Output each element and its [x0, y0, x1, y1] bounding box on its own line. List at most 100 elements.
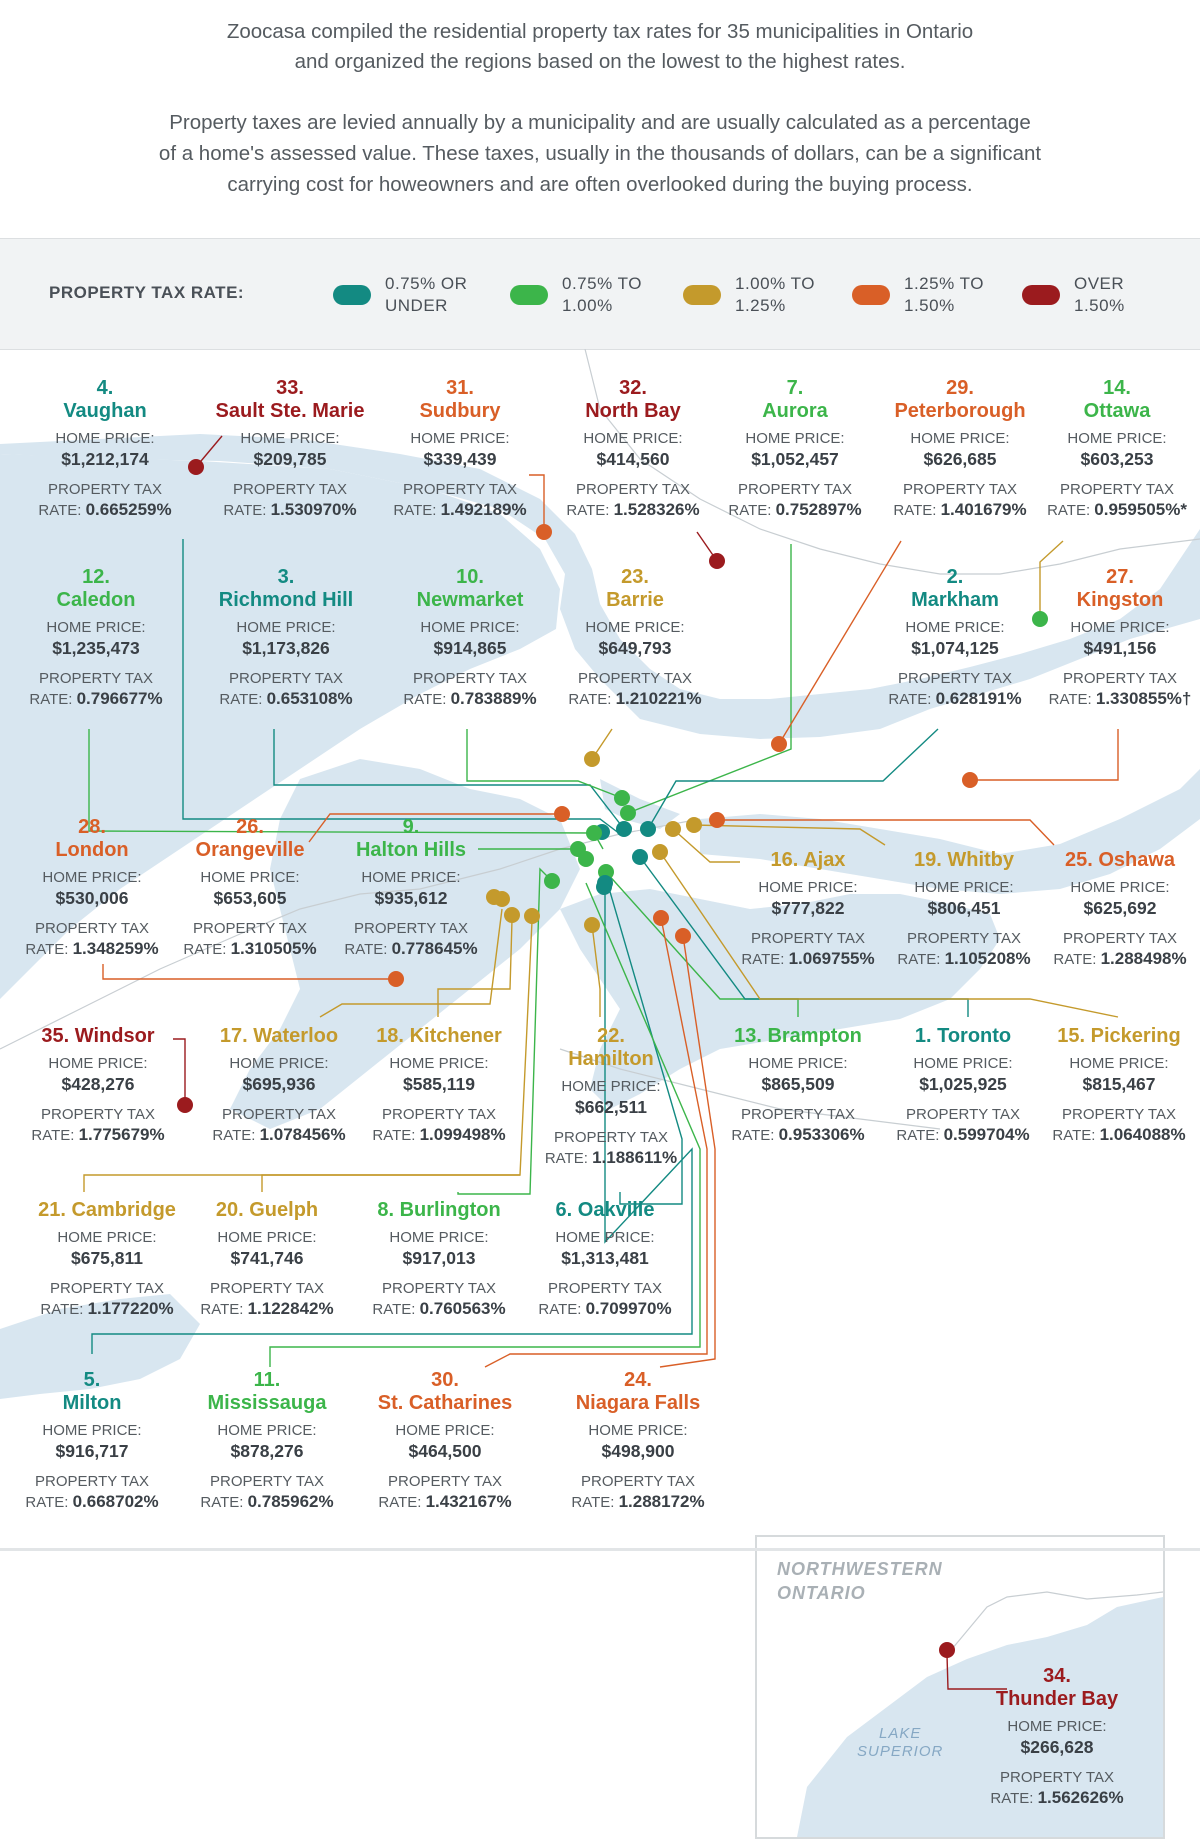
property-tax-label: PROPERTY TAX: [751, 930, 865, 947]
city-marker: [578, 851, 594, 867]
property-tax-label: PROPERTY TAX: [1063, 930, 1177, 947]
city-rank: 31.: [446, 377, 474, 399]
city-name: Cambridge: [71, 1199, 176, 1221]
city-marker: [388, 971, 404, 987]
city-marker: [709, 812, 725, 828]
city-marker: [616, 821, 632, 837]
home-price-value: $865,509: [761, 1074, 835, 1094]
legend-swatch: [333, 285, 371, 305]
property-tax-label: PROPERTY TAX: [576, 481, 690, 498]
home-price-label: HOME PRICE:: [748, 1055, 848, 1072]
city-marker: [675, 928, 691, 944]
property-tax-label: PROPERTY TAX: [906, 1106, 1020, 1123]
city-name: Windsor: [74, 1025, 155, 1047]
city-card-sudbury: 31. Sudbury HOME PRICE: $339,439 PROPERTY TA…: [375, 377, 545, 521]
home-price-value: $1,212,174: [61, 449, 149, 469]
property-tax-label: PROPERTY TAX: [738, 481, 852, 498]
home-price-value: $428,276: [61, 1074, 135, 1094]
city-name: Burlington: [399, 1199, 501, 1221]
home-price-value: $603,253: [1080, 449, 1154, 469]
city-card-newmarket: 10. Newmarket HOME PRICE: $914,865 PROPERTY …: [385, 566, 555, 710]
home-price-label: HOME PRICE:: [914, 879, 1014, 896]
city-rank: 10.: [456, 566, 484, 588]
rate-label: RATE:: [372, 1127, 420, 1144]
legend-swatch: [510, 285, 548, 305]
property-tax-label: PROPERTY TAX: [193, 920, 307, 937]
city-name: North Bay: [585, 400, 681, 422]
property-tax-label: PROPERTY TAX: [581, 1473, 695, 1490]
rate-value: 1.078456%: [259, 1125, 346, 1144]
property-tax-label: PROPERTY TAX: [907, 930, 1021, 947]
intro-line: and organized the regions based on the l…: [294, 50, 906, 73]
rate-value: 1.122842%: [247, 1299, 334, 1318]
city-name: Niagara Falls: [575, 1392, 701, 1414]
city-name: London: [55, 839, 129, 861]
home-price-label: HOME PRICE:: [229, 1055, 329, 1072]
home-price-label: HOME PRICE:: [1070, 879, 1170, 896]
home-price-label: HOME PRICE:: [1070, 619, 1170, 636]
city-marker: [614, 790, 630, 806]
city-marker: [652, 844, 668, 860]
city-card-kitchener: 18. Kitchener HOME PRICE: $585,119 PROPERTY…: [354, 1025, 524, 1146]
city-marker: [640, 821, 656, 837]
city-card-oakville: 6. Oakville HOME PRICE: $1,313,481 PROPERTY…: [520, 1199, 690, 1320]
city-rank: 3.: [277, 566, 295, 588]
city-rank: 22.: [597, 1025, 625, 1047]
rate-value: 0.959505%*: [1094, 500, 1187, 519]
city-card-guelph: 20. Guelph HOME PRICE: $741,746 PROPERTY TA…: [182, 1199, 352, 1320]
home-price-value: $209,785: [253, 449, 327, 469]
rate-label: RATE:: [731, 1127, 779, 1144]
home-price-label: HOME PRICE:: [240, 430, 340, 447]
property-tax-label: PROPERTY TAX: [903, 481, 1017, 498]
property-tax-label: PROPERTY TAX: [35, 920, 149, 937]
city-name: Whitby: [947, 849, 1015, 871]
city-name: Toronto: [937, 1025, 1012, 1047]
city-marker: [584, 917, 600, 933]
city-marker: [686, 817, 702, 833]
home-price-value: $1,074,125: [911, 638, 999, 658]
home-price-value: $530,006: [55, 888, 129, 908]
home-price-value: $1,025,925: [919, 1074, 1007, 1094]
intro-line: of a home's assessed value. These taxes,…: [158, 142, 1042, 165]
city-card-whitby: 19. Whitby HOME PRICE: $806,451 PROPERTY TA…: [879, 849, 1049, 970]
city-rank: 32.: [619, 377, 647, 399]
city-rank: 2.: [946, 566, 964, 588]
home-price-value: $1,235,473: [52, 638, 140, 658]
property-tax-label: PROPERTY TAX: [382, 1280, 496, 1297]
home-price-value: $675,811: [70, 1248, 144, 1268]
city-rank: 34.: [1043, 1665, 1071, 1687]
rate-label: RATE:: [378, 1494, 426, 1511]
legend-label: OVER 1.50%: [1074, 274, 1125, 315]
city-card-hamilton: 22. Hamilton HOME PRICE: $662,511 PROPERTY T…: [526, 1025, 696, 1169]
city-name: Hamilton: [568, 1048, 654, 1070]
rate-value: 1.528326%: [613, 500, 700, 519]
legend-label: 1.00% TO 1.25%: [735, 274, 815, 315]
home-price-value: $498,900: [601, 1441, 675, 1461]
rate-value: 1.562626%: [1037, 1788, 1124, 1807]
rate-value: 0.785962%: [247, 1492, 334, 1511]
legend-swatch: [683, 285, 721, 305]
city-name: Sudbury: [419, 400, 501, 422]
rate-value: 1.401679%: [940, 500, 1027, 519]
home-price-label: HOME PRICE:: [561, 1078, 661, 1095]
home-price-value: $266,628: [1020, 1737, 1094, 1757]
city-card-windsor: 35. Windsor HOME PRICE: $428,276 PROPERTY T…: [13, 1025, 183, 1146]
property-tax-label: PROPERTY TAX: [898, 670, 1012, 687]
city-card-peterborough: 29. Peterborough HOME PRICE: $626,685 PROPER…: [875, 377, 1045, 521]
city-name: Newmarket: [416, 589, 524, 611]
rate-value: 0.783889%: [450, 689, 537, 708]
city-rank: 23.: [621, 566, 649, 588]
city-card-thunder-bay: 34. Thunder Bay HOME PRICE: $266,628 PRO…: [972, 1665, 1142, 1809]
city-marker: [653, 910, 669, 926]
property-tax-label: PROPERTY TAX: [413, 670, 527, 687]
rate-value: 0.599704%: [943, 1125, 1030, 1144]
home-price-value: $741,746: [230, 1248, 304, 1268]
city-marker: [486, 889, 502, 905]
city-marker: [536, 524, 552, 540]
rate-label: RATE:: [393, 502, 441, 519]
city-name: Waterloo: [253, 1025, 339, 1047]
rate-value: 0.709970%: [585, 1299, 672, 1318]
legend: PROPERTY TAX RATE: 0.75% OR UNDER 0.75% …: [0, 238, 1200, 350]
rate-value: 1.177220%: [87, 1299, 174, 1318]
property-tax-label: PROPERTY TAX: [1060, 481, 1174, 498]
